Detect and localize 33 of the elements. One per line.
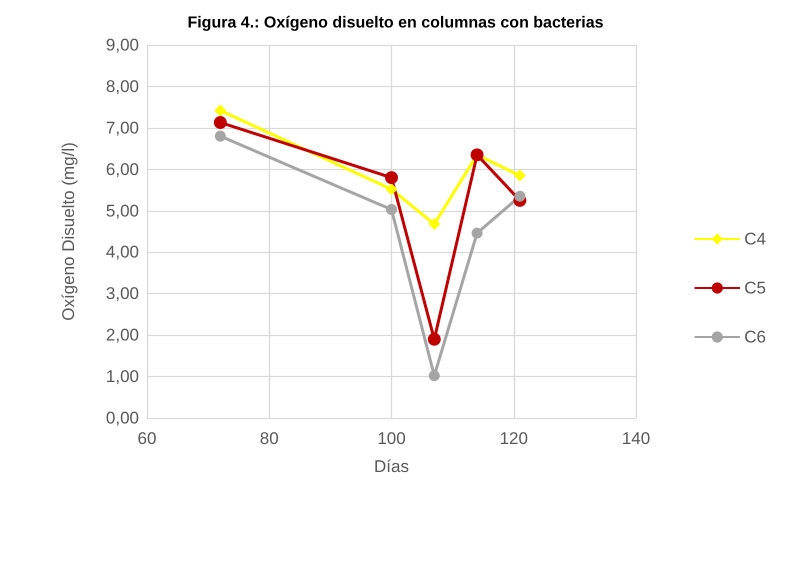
y-tick-label: 5,00 <box>106 201 139 220</box>
y-tick-label: 9,00 <box>106 36 139 54</box>
y-tick-label: 1,00 <box>106 367 139 386</box>
x-axis-title: Días <box>374 457 409 476</box>
point <box>514 170 526 182</box>
point <box>514 190 526 202</box>
legend-label: C5 <box>744 278 766 298</box>
point <box>428 332 441 346</box>
y-axis-title: Oxígeno Disuelto (mg/l) <box>59 142 78 321</box>
x-tick-label: 60 <box>138 429 156 448</box>
point <box>428 218 440 230</box>
y-tick-label: 0,00 <box>106 408 139 428</box>
y-tick-label: 6,00 <box>106 160 139 179</box>
x-tick-label: 100 <box>377 429 406 448</box>
y-tick-label: 2,00 <box>106 326 139 345</box>
point <box>214 130 226 142</box>
y-tick-label: 3,00 <box>106 284 139 304</box>
point <box>385 171 398 184</box>
y-tick-label: 7,00 <box>106 118 139 138</box>
x-tick-label: 80 <box>260 429 279 448</box>
x-tick-label: 120 <box>500 429 528 448</box>
legend-label: C6 <box>744 328 766 346</box>
y-tick-label: 8,00 <box>106 76 139 96</box>
legend-label: C4 <box>744 230 766 248</box>
point <box>472 228 483 239</box>
point <box>428 370 440 382</box>
point <box>214 104 226 116</box>
x-tick-label: 140 <box>622 429 650 448</box>
y-tick-label: 4,00 <box>106 242 139 262</box>
point <box>214 116 227 129</box>
point <box>386 183 398 196</box>
chart-title: Figura 4.: Oxígeno disuelto en columnas con bacterias <box>187 14 604 32</box>
point <box>386 204 397 216</box>
